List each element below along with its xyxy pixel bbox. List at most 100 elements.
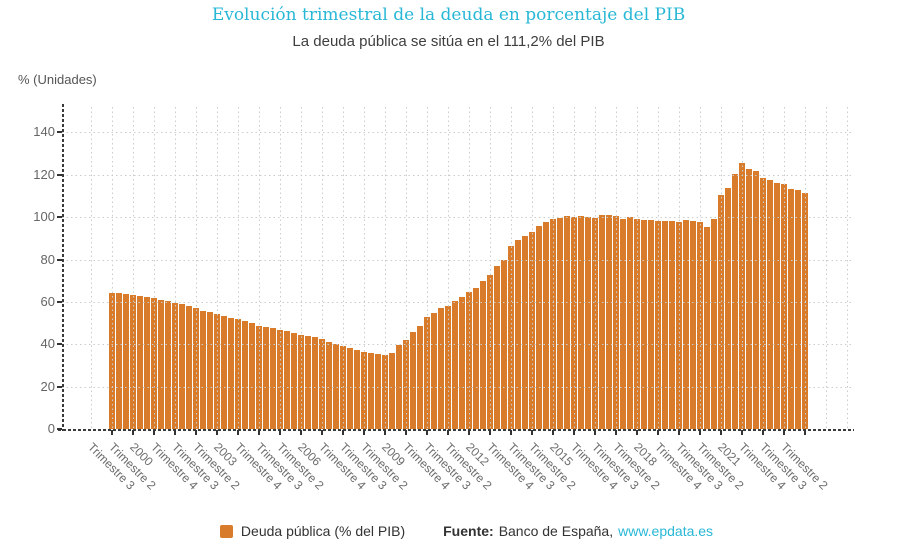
bar[interactable] (683, 219, 689, 429)
bar[interactable] (347, 347, 353, 429)
bar[interactable] (704, 226, 710, 429)
bar[interactable] (305, 336, 311, 429)
bar[interactable] (802, 193, 808, 429)
bar[interactable] (375, 354, 381, 429)
bar[interactable] (466, 292, 472, 429)
bar[interactable] (788, 189, 794, 429)
bar[interactable] (501, 259, 507, 429)
bar[interactable] (725, 187, 731, 429)
bar[interactable] (529, 232, 535, 429)
bar[interactable] (228, 317, 234, 429)
bar[interactable] (592, 217, 598, 429)
bar[interactable] (711, 218, 717, 429)
bar[interactable] (739, 162, 745, 429)
bar[interactable] (641, 219, 647, 429)
bar[interactable] (263, 326, 269, 429)
bar[interactable] (382, 355, 388, 429)
bar[interactable] (662, 221, 668, 429)
bar[interactable] (235, 319, 241, 429)
bar[interactable] (767, 179, 773, 429)
bar[interactable] (179, 304, 185, 429)
bar[interactable] (200, 311, 206, 429)
bar[interactable] (396, 345, 402, 429)
bar[interactable] (319, 339, 325, 429)
bar[interactable] (522, 235, 528, 429)
bar[interactable] (760, 178, 766, 429)
bar[interactable] (256, 325, 262, 429)
bar[interactable] (774, 183, 780, 429)
bar[interactable] (151, 297, 157, 429)
bar[interactable] (109, 292, 115, 429)
bar[interactable] (424, 317, 430, 429)
bar[interactable] (165, 301, 171, 429)
bar[interactable] (291, 332, 297, 429)
bar[interactable] (578, 216, 584, 429)
bar[interactable] (333, 343, 339, 429)
bar[interactable] (585, 216, 591, 429)
bar[interactable] (403, 340, 409, 429)
bar[interactable] (795, 190, 801, 429)
bar[interactable] (116, 293, 122, 429)
bar[interactable] (655, 220, 661, 429)
bar[interactable] (669, 220, 675, 429)
bar[interactable] (515, 240, 521, 429)
bar[interactable] (781, 184, 787, 429)
bar[interactable] (543, 222, 549, 429)
bar[interactable] (221, 315, 227, 429)
bar[interactable] (620, 218, 626, 429)
bar[interactable] (536, 226, 542, 429)
bar[interactable] (431, 313, 437, 429)
bar[interactable] (480, 280, 486, 429)
bar[interactable] (564, 215, 570, 429)
bar[interactable] (473, 288, 479, 429)
bar[interactable] (613, 216, 619, 429)
bar[interactable] (326, 341, 332, 429)
bar[interactable] (277, 329, 283, 429)
bar[interactable] (753, 171, 759, 429)
source-link[interactable]: www.epdata.es (618, 523, 714, 539)
bar[interactable] (368, 353, 374, 429)
bar[interactable] (242, 320, 248, 429)
bar[interactable] (417, 325, 423, 429)
bar[interactable] (186, 306, 192, 429)
bar[interactable] (627, 217, 633, 429)
bar[interactable] (550, 219, 556, 429)
bar[interactable] (599, 215, 605, 429)
bar[interactable] (487, 274, 493, 429)
bar[interactable] (452, 300, 458, 429)
bar[interactable] (361, 351, 367, 429)
bar[interactable] (144, 296, 150, 429)
legend-item-deuda-publica[interactable]: Deuda pública (% del PIB) (219, 523, 405, 539)
bar[interactable] (389, 353, 395, 429)
bar[interactable] (690, 220, 696, 429)
bar[interactable] (298, 334, 304, 429)
bar[interactable] (130, 294, 136, 429)
bar[interactable] (445, 305, 451, 429)
bar[interactable] (732, 174, 738, 429)
bar[interactable] (718, 195, 724, 429)
bar[interactable] (634, 218, 640, 429)
bar[interactable] (508, 246, 514, 429)
bar[interactable] (354, 349, 360, 429)
bar[interactable] (340, 345, 346, 429)
bar[interactable] (249, 322, 255, 429)
bar[interactable] (172, 303, 178, 429)
bar[interactable] (137, 295, 143, 429)
bar[interactable] (697, 222, 703, 429)
bar[interactable] (606, 214, 612, 429)
bar[interactable] (746, 168, 752, 429)
bar[interactable] (494, 265, 500, 429)
bar[interactable] (312, 337, 318, 429)
bar[interactable] (207, 312, 213, 429)
bar[interactable] (214, 314, 220, 429)
bar[interactable] (438, 308, 444, 429)
bar[interactable] (459, 296, 465, 429)
bar[interactable] (410, 331, 416, 429)
bar[interactable] (676, 221, 682, 429)
bar[interactable] (571, 217, 577, 429)
bar[interactable] (648, 220, 654, 429)
bar[interactable] (284, 330, 290, 429)
bar[interactable] (270, 328, 276, 429)
bar[interactable] (193, 307, 199, 429)
bar[interactable] (557, 218, 563, 429)
